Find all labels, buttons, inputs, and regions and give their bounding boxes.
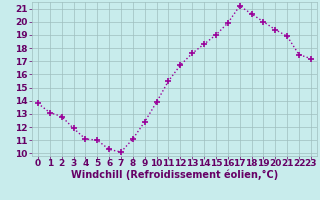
- X-axis label: Windchill (Refroidissement éolien,°C): Windchill (Refroidissement éolien,°C): [71, 169, 278, 180]
